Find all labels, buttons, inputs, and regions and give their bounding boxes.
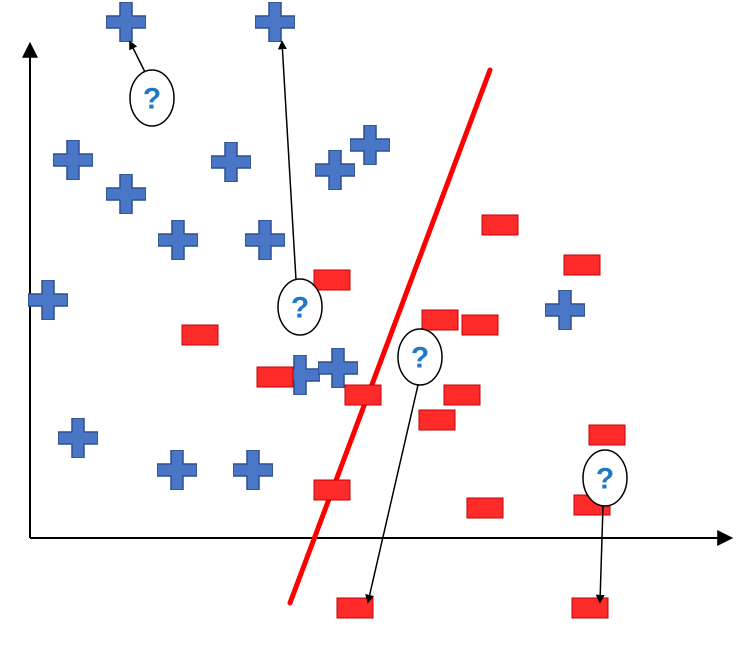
- plus-marker: [255, 2, 295, 42]
- plus-marker: [157, 450, 197, 490]
- minus-marker: [564, 255, 600, 275]
- question-mark-icon: ?: [143, 83, 161, 116]
- plus-marker: [58, 418, 98, 458]
- minus-marker: [482, 215, 518, 235]
- plus-marker: [233, 450, 273, 490]
- minus-marker: [462, 315, 498, 335]
- minus-marker: [422, 310, 458, 330]
- minus-marker: [314, 480, 350, 500]
- plus-marker: [350, 125, 390, 165]
- plus-marker: [53, 140, 93, 180]
- plus-marker: [28, 280, 68, 320]
- minus-marker: [419, 410, 455, 430]
- question-arrow: [600, 506, 603, 602]
- minus-marker: [444, 385, 480, 405]
- diagram-svg: ????: [0, 0, 746, 648]
- plus-marker: [318, 348, 358, 388]
- minus-marker: [572, 598, 608, 618]
- question-mark-icon: ?: [411, 342, 429, 375]
- classification-diagram: ????: [0, 0, 746, 648]
- question-arrow: [130, 42, 145, 72]
- minus-marker: [182, 325, 218, 345]
- question-mark-icon: ?: [291, 292, 309, 325]
- question-arrow: [368, 385, 418, 602]
- minus-marker: [345, 385, 381, 405]
- plus-marker: [245, 220, 285, 260]
- minus-marker: [589, 425, 625, 445]
- question-mark-icon: ?: [596, 463, 614, 496]
- plus-marker: [211, 142, 251, 182]
- minus-marker: [467, 498, 503, 518]
- minus-marker: [257, 367, 293, 387]
- minus-marker: [314, 270, 350, 290]
- plus-marker: [545, 290, 585, 330]
- plus-marker: [106, 174, 146, 214]
- plus-marker: [315, 150, 355, 190]
- plus-marker: [106, 2, 146, 42]
- plus-marker: [158, 220, 198, 260]
